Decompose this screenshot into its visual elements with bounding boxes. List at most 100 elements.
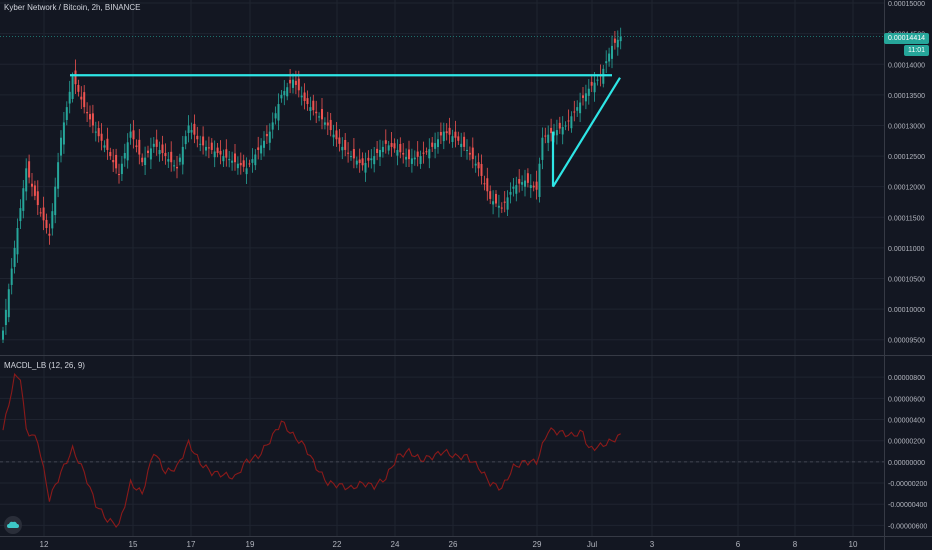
candle-body [109,151,112,157]
candle-body [28,161,31,178]
candle-body [419,156,422,164]
candle-body [448,127,451,135]
candle-body [390,143,393,147]
candle-body [544,135,547,137]
candle-body [364,162,367,173]
candle-body [347,152,350,154]
candle-body [120,163,123,175]
candle-body [584,93,587,102]
candle-body [306,98,309,105]
candle-body [509,192,512,195]
candle-body [199,143,202,145]
candle-body [321,108,323,120]
candle-body [213,151,216,158]
candle-body [605,61,608,64]
candle-body [332,134,335,138]
candle-body [573,111,576,113]
candle-body [277,104,280,121]
candle-body [190,130,193,133]
candle-body [60,137,62,156]
candle-body [135,145,138,147]
ascending-support-trendline [552,77,621,188]
candle-body [480,163,483,176]
candle-body [132,130,135,140]
candle-body [335,130,338,140]
candle-body [10,268,13,285]
candle-body [454,131,457,138]
candle-body [408,149,410,160]
candle-body [274,113,277,119]
candle-body [80,96,83,100]
candle-body [100,133,103,141]
candle-body [471,147,474,160]
candle-body [115,154,118,169]
price-axis-label: 0.00014000 [888,62,925,69]
candle-body [555,130,558,136]
price-axis-label: 0.00012000 [888,185,925,192]
candle-body [529,185,532,188]
candle-body [587,88,590,96]
candle-body [558,122,561,129]
candle-body [222,156,225,162]
candle-body [596,79,599,81]
candle-body [251,159,254,163]
candle-body [303,92,306,101]
candle-body [187,125,190,133]
candle-body [367,157,370,161]
candle-body [239,162,242,166]
candle-body [138,139,141,155]
macd-axis-label: -0.00000600 [888,523,927,530]
candle-body [582,95,584,98]
candle-body [83,92,86,108]
candle-body [497,205,500,208]
candle-body [463,136,466,147]
candle-body [373,156,376,165]
candle-body [103,145,106,148]
candle-body [445,131,448,134]
candle-body [178,157,181,162]
candle-body [173,165,176,167]
price-axis-label: 0.00009500 [888,338,925,345]
tradingview-cloud-icon[interactable] [4,516,22,534]
candle-body [547,134,550,143]
candle-body [54,186,57,216]
candle-body [91,113,94,126]
candle-body [228,159,231,161]
macd-axis-label: 0.00000200 [888,439,925,446]
candle-body [526,173,529,183]
candle-body [25,168,28,192]
candle-body [358,159,361,163]
candle-body [242,160,245,167]
candle-body [300,95,303,98]
candle-body [611,45,613,59]
macd-axis-label: 0.00000600 [888,396,925,403]
candle-body [263,140,265,148]
candle-body [74,70,77,85]
candle-body [466,149,468,151]
candle-body [468,152,471,155]
candle-body [202,136,205,146]
candle-body [579,102,582,114]
candle-body [13,247,16,267]
candle-body [350,156,352,158]
candle-body [245,168,248,175]
candle-body [616,39,619,48]
candle-body [33,185,36,196]
time-axis-label: 10 [849,540,858,549]
candle-body [535,181,538,190]
candle-body [289,79,292,84]
candle-body [48,233,51,236]
candle-body [538,163,541,197]
candle-body [550,127,553,134]
candle-body [619,36,622,42]
candle-body [590,81,593,86]
indicator-title: MACDL_LB (12, 26, 9) [4,361,85,370]
candle-body [158,149,161,155]
candle-body [500,207,503,209]
candle-body [405,156,408,160]
candle-body [42,207,45,221]
candle-body [225,149,228,158]
macd-axis-label: 0.00000400 [888,418,925,425]
candle-body [31,183,33,187]
